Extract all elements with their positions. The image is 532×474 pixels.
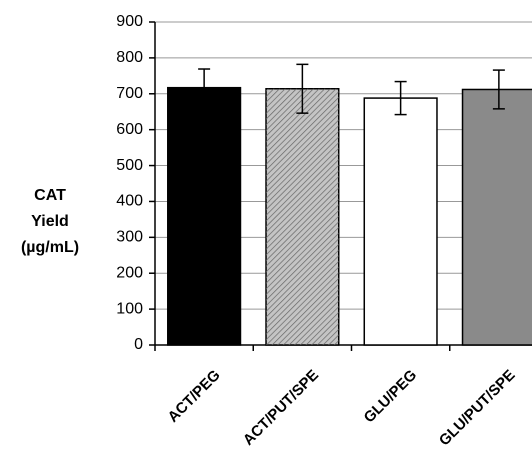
y-tick-label: 700 bbox=[116, 85, 143, 102]
y-label: (µg/mL) bbox=[21, 239, 79, 256]
y-tick-label: 600 bbox=[116, 121, 143, 138]
y-tick-label: 200 bbox=[116, 264, 143, 281]
error-bar bbox=[394, 80, 407, 116]
error-bar bbox=[296, 63, 309, 114]
bar-hatch bbox=[266, 88, 339, 346]
y-tick-label: 900 bbox=[116, 13, 143, 30]
bar bbox=[167, 86, 242, 346]
y-label: CAT bbox=[34, 187, 66, 204]
x-tick-label: ACT/PUT/SPE bbox=[240, 367, 322, 449]
error-bar bbox=[198, 68, 211, 108]
error-bar bbox=[492, 69, 505, 110]
y-tick-label: 800 bbox=[116, 49, 143, 66]
bar bbox=[363, 97, 438, 346]
x-tick-label: GLU/PUT/SPE bbox=[436, 367, 519, 450]
y-tick-label: 400 bbox=[116, 193, 143, 210]
y-tick-label: 500 bbox=[116, 157, 143, 174]
y-tick-label: 0 bbox=[134, 336, 143, 353]
bar bbox=[461, 88, 532, 346]
y-tick-label: 100 bbox=[116, 300, 143, 317]
y-tick-label: 300 bbox=[116, 229, 143, 246]
x-tick-label: GLU/PEG bbox=[360, 367, 420, 427]
y-label: Yield bbox=[31, 213, 69, 230]
x-tick-label: ACT/PEG bbox=[165, 367, 224, 426]
